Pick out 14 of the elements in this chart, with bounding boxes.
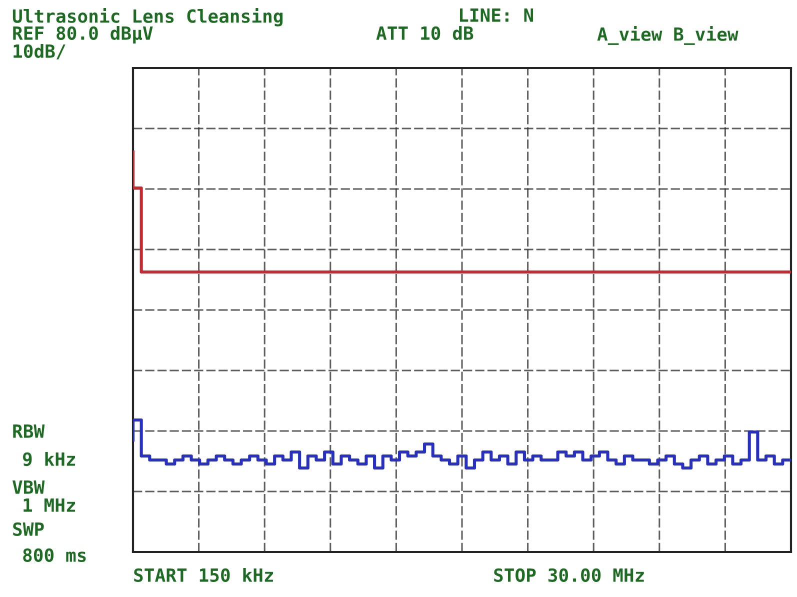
text: A_view B_view	[597, 26, 738, 45]
text: 10dB/	[14, 44, 66, 60]
text: LINE: N	[460, 8, 534, 22]
text: 800 ms	[23, 548, 86, 562]
text: VBW	[12, 480, 45, 494]
text: SWP	[13, 522, 44, 536]
text: 9 kHz	[22, 452, 76, 466]
text: RBW	[13, 424, 45, 438]
text: 1 MHz	[24, 498, 76, 512]
text: ATT 10 dB	[376, 26, 474, 40]
chart-title: Ultrasonic Lens Cleansing	[12, 8, 283, 26]
text: REF 80.0 dBµV	[13, 26, 153, 44]
text: STOP 30.00 MHz	[494, 568, 644, 582]
text: START 150 kHz	[134, 568, 273, 582]
